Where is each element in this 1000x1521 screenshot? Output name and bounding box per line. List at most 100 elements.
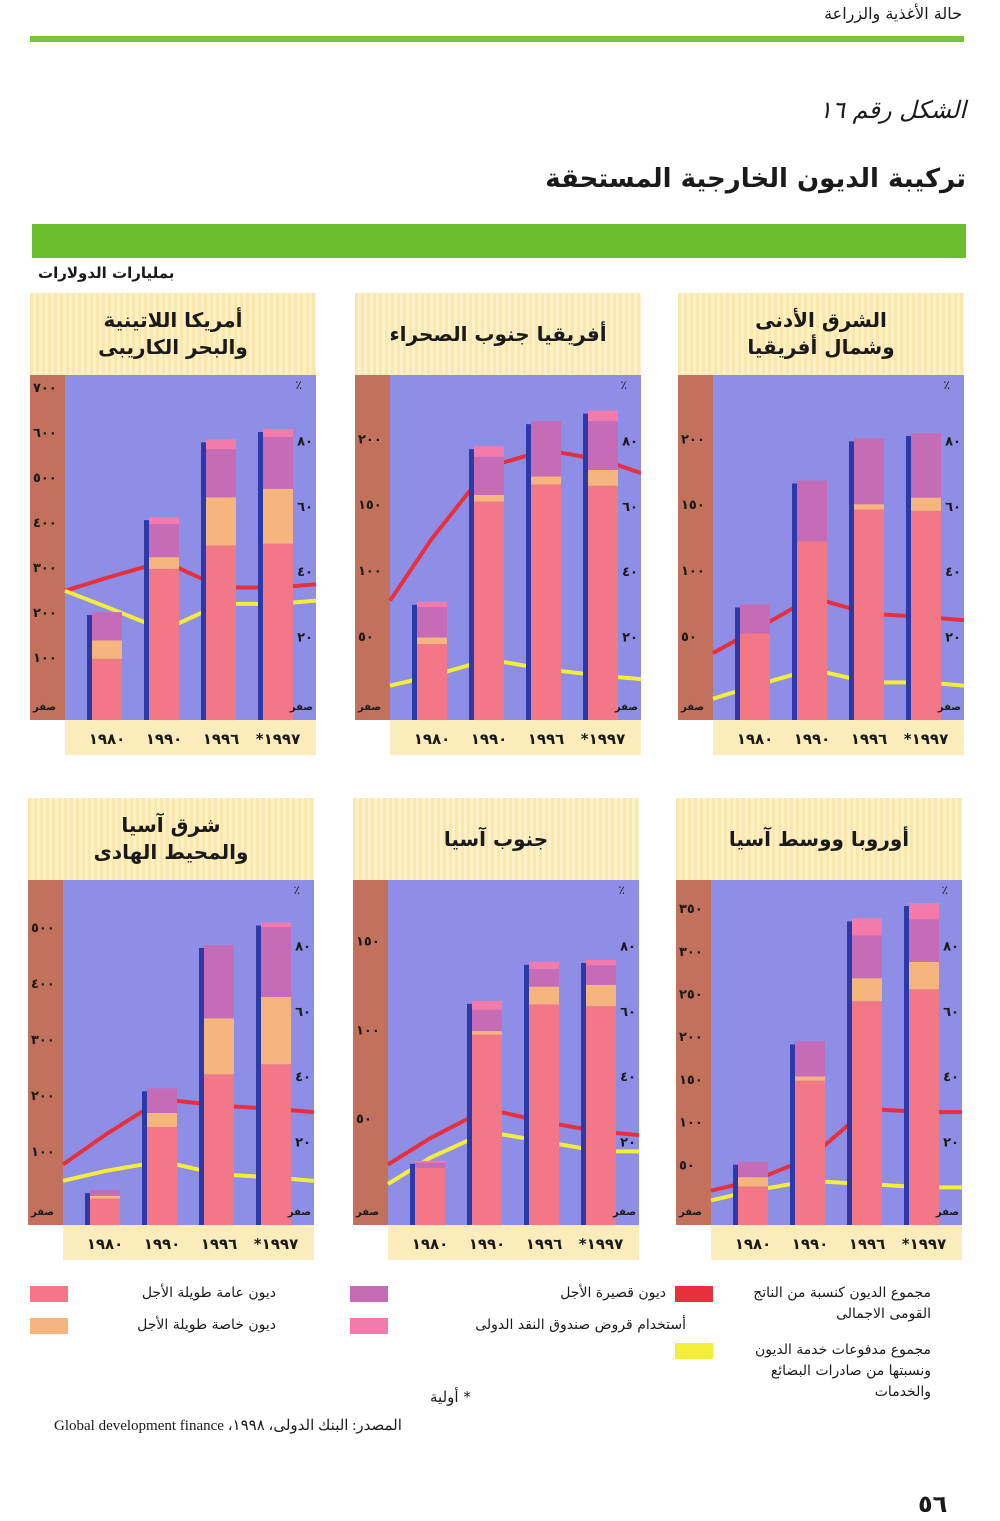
bar-segment-short_term bbox=[738, 1161, 768, 1178]
bar-segment-private_lt bbox=[738, 1177, 768, 1187]
right-tick-label: ٨٠ bbox=[622, 434, 638, 449]
left-tick-label: ٦٠٠ bbox=[33, 426, 57, 441]
bar-segment-private_lt bbox=[149, 557, 179, 569]
left-tick-label: ٣٥٠ bbox=[679, 902, 703, 917]
legend-label: ديون خاصة طويلة الأجل bbox=[137, 1317, 276, 1333]
x-tick-label: *١٩٩٧ bbox=[904, 730, 948, 748]
running-header: حالة الأغذية والزراعة bbox=[824, 4, 962, 23]
bar-segment-short_term bbox=[263, 437, 293, 489]
right-tick-label: ٨٠ bbox=[943, 939, 959, 954]
bar-segment-short_term bbox=[206, 449, 236, 498]
bar-segment-private_lt bbox=[911, 497, 941, 511]
legend-item-debt_service: مجموع مدفوعات خدمة الديون ونسبتها من صاد… bbox=[675, 1340, 931, 1403]
percent-axis-label: ٪ bbox=[296, 378, 302, 392]
right-tick-label: ٢٠ bbox=[297, 631, 313, 646]
bar-edge bbox=[792, 483, 797, 720]
legend-label: مجموع الديون كنسبة من الناتج القومى الاج… bbox=[753, 1285, 931, 1322]
x-tick-label: ١٩٩٦ bbox=[528, 730, 565, 748]
bar-segment-public_lt bbox=[852, 1001, 882, 1225]
left-tick-label: صفر bbox=[680, 702, 704, 713]
bar-segment-private_lt bbox=[92, 640, 122, 659]
bar-segment-imf bbox=[474, 446, 504, 457]
figure-title: تركيبة الديون الخارجية المستحقة bbox=[545, 164, 966, 194]
legend-swatch bbox=[350, 1286, 388, 1302]
bar-segment-public_lt bbox=[415, 1167, 445, 1225]
bar-segment-imf bbox=[417, 601, 447, 608]
panel-title: الشرق الأدنى وشمال أفريقيا bbox=[678, 293, 964, 375]
panel-title-line: جنوب آسيا bbox=[443, 826, 549, 851]
x-tick-label: *١٩٩٧ bbox=[579, 1235, 623, 1253]
bar-segment-private_lt bbox=[417, 637, 447, 644]
left-tick-label: ٣٠٠ bbox=[33, 561, 57, 576]
bar-edge bbox=[906, 436, 911, 720]
right-tick-label: صفر bbox=[935, 1207, 959, 1218]
x-tick-label: ١٩٩٦ bbox=[849, 1235, 886, 1253]
chart-panel: الشرق الأدنى وشمال أفريقيا ١٩٨٠ ١٩٩٠ ١٩٩٦ *١٩… bbox=[678, 293, 964, 755]
left-tick-label: ١٥٠ bbox=[681, 498, 705, 513]
bar-segment-imf bbox=[472, 1000, 502, 1010]
legend-swatch bbox=[30, 1318, 68, 1334]
right-tick-label: ٤٠ bbox=[945, 565, 961, 580]
bar-edge bbox=[87, 615, 92, 720]
panel-title: أمريكا اللاتينية والبحر الكاريبى bbox=[30, 293, 316, 375]
right-tick-label: ٨٠ bbox=[620, 939, 636, 954]
bar-segment-private_lt bbox=[529, 986, 559, 1005]
left-axis-strip bbox=[355, 375, 390, 720]
left-tick-label: ٥٠ bbox=[679, 1158, 695, 1173]
legend-label: ديون قصيرة الأجل bbox=[560, 1285, 666, 1301]
panel-title-line: أوروبا ووسط آسيا bbox=[728, 826, 910, 851]
left-tick-label: ٢٠٠ bbox=[31, 1089, 55, 1104]
left-tick-label: ٧٠٠ bbox=[33, 381, 57, 396]
left-tick-label: ١٥٠ bbox=[358, 498, 382, 513]
x-axis-strip bbox=[388, 1225, 639, 1260]
left-tick-label: ١٠٠ bbox=[356, 1023, 380, 1038]
bar-segment-short_term bbox=[474, 456, 504, 495]
bar-segment-public_lt bbox=[417, 643, 447, 720]
title-band bbox=[32, 224, 966, 258]
bar-segment-private_lt bbox=[586, 984, 616, 1007]
left-tick-label: ٢٥٠ bbox=[679, 988, 703, 1003]
bar-segment-short_term bbox=[797, 480, 827, 542]
left-axis-strip bbox=[353, 880, 388, 1225]
right-tick-label: ٦٠ bbox=[622, 500, 638, 515]
right-tick-label: ٤٠ bbox=[943, 1070, 959, 1085]
bar-segment-short_term bbox=[92, 612, 122, 641]
right-tick-label: ٤٠ bbox=[622, 565, 638, 580]
left-tick-label: ١٠٠ bbox=[679, 1116, 703, 1131]
panel-title: جنوب آسيا bbox=[353, 798, 639, 880]
bar-segment-private_lt bbox=[263, 488, 293, 544]
x-tick-label: ١٩٩٠ bbox=[794, 730, 831, 748]
chart-panel: شرق آسيا والمحيط الهادى ١٩٨٠ ١٩٩٠ ١٩٩٦ *١٩٩٧ ص… bbox=[28, 798, 314, 1260]
x-tick-label: *١٩٩٧ bbox=[256, 730, 300, 748]
legend-label: مجموع مدفوعات خدمة الديون ونسبتها من صاد… bbox=[754, 1342, 931, 1400]
bar-segment-short_term bbox=[795, 1041, 825, 1077]
x-tick-label: ١٩٩٠ bbox=[144, 1235, 181, 1253]
x-tick-label: ١٩٨٠ bbox=[87, 1235, 124, 1253]
left-axis-strip bbox=[28, 880, 63, 1225]
bar-segment-private_lt bbox=[795, 1076, 825, 1081]
left-tick-label: صفر bbox=[32, 702, 56, 713]
x-axis-strip bbox=[63, 1225, 314, 1260]
bar-edge bbox=[201, 442, 206, 720]
chart-svg: ١٩٨٠ ١٩٩٠ ١٩٩٦ *١٩٩٧ صفر ٥٠ ١٠٠ ١٥٠ ٢٠٠ صفر ٢٠ ٤٠ ٦٠… bbox=[355, 375, 641, 755]
figure-label: الشكل رقم ١٦ bbox=[819, 96, 966, 124]
bar-segment-private_lt bbox=[531, 476, 561, 485]
x-axis-strip bbox=[713, 720, 964, 755]
bar-segment-public_lt bbox=[586, 1006, 616, 1225]
right-tick-label: ٨٠ bbox=[295, 939, 311, 954]
right-tick-label: ٨٠ bbox=[297, 434, 313, 449]
bar-edge bbox=[733, 1164, 738, 1225]
bar-segment-public_lt bbox=[263, 543, 293, 720]
bar-segment-public_lt bbox=[206, 545, 236, 720]
x-tick-label: ١٩٨٠ bbox=[735, 1235, 772, 1253]
left-tick-label: صفر bbox=[678, 1207, 702, 1218]
bar-segment-short_term bbox=[417, 607, 447, 638]
bar-edge bbox=[735, 607, 740, 720]
bar-segment-imf bbox=[529, 961, 559, 969]
left-tick-label: ٢٠٠ bbox=[33, 606, 57, 621]
bar-segment-short_term bbox=[472, 1009, 502, 1032]
left-tick-label: ١٥٠ bbox=[356, 934, 380, 949]
left-tick-label: ٥٠٠ bbox=[31, 921, 55, 936]
bar-segment-imf bbox=[149, 517, 179, 524]
legend-item-public_lt: ديون عامة طويلة الأجل bbox=[30, 1283, 276, 1304]
